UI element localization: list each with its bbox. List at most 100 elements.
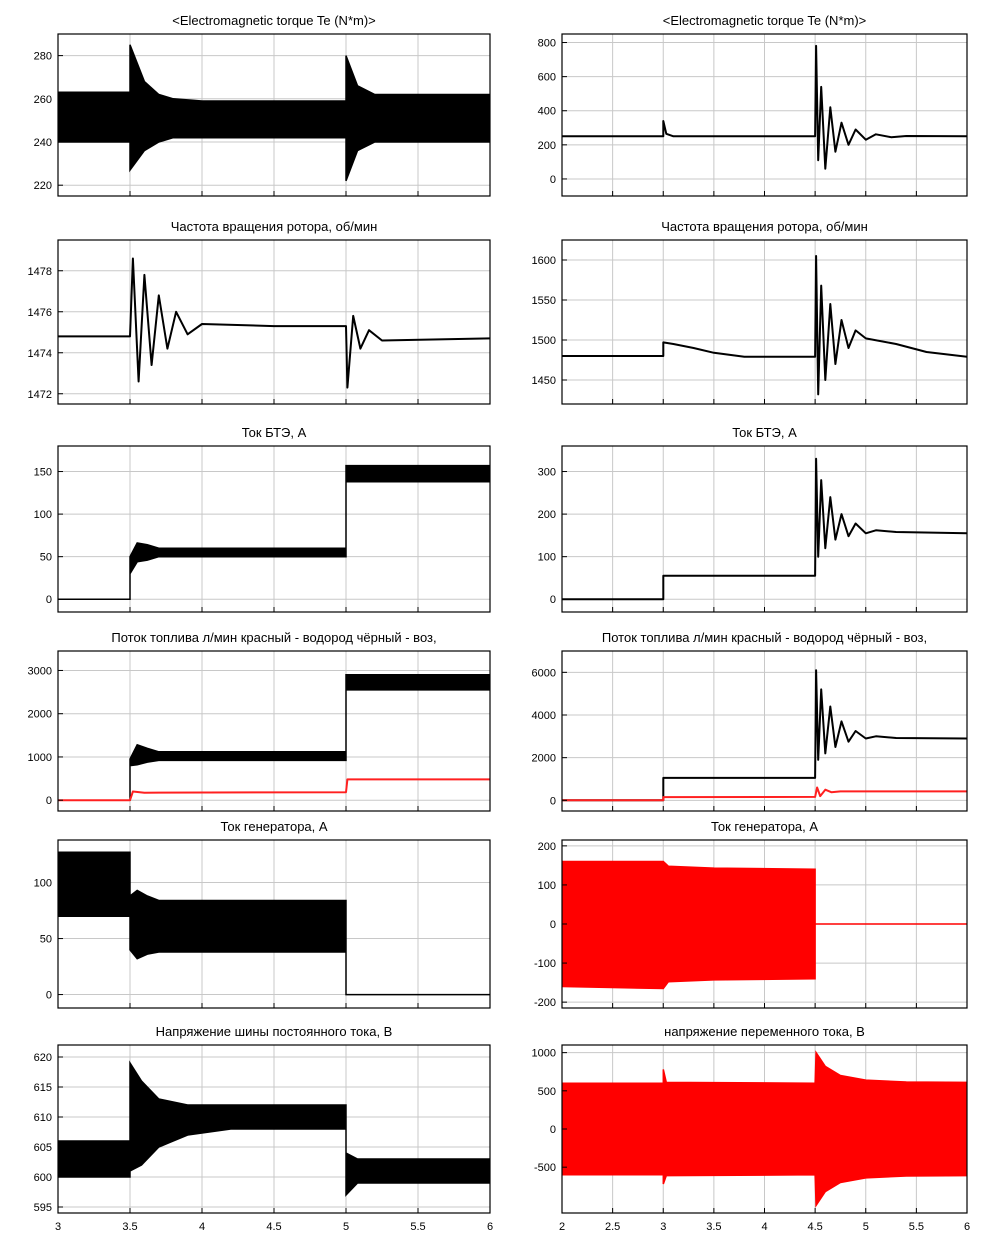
chart-title: Ток БТЭ, А <box>732 425 797 440</box>
y-tick-label: 0 <box>46 594 52 606</box>
chart-title: <Electromagnetic torque Te (N*m)> <box>172 13 376 28</box>
y-tick-label: 100 <box>538 552 556 564</box>
chart-title: напряжение переменного тока, В <box>664 1024 865 1039</box>
series-group <box>562 44 967 170</box>
y-tick-label: 595 <box>34 1202 52 1214</box>
x-tick-label: 5.5 <box>410 1221 425 1233</box>
x-tick-label: 3.5 <box>706 1221 721 1233</box>
x-tick-label: 4 <box>199 1221 205 1233</box>
y-tick-label: 1500 <box>532 335 556 347</box>
y-tick-label: 0 <box>550 1124 556 1136</box>
series-line-0 <box>562 255 967 396</box>
series-band-0 <box>58 674 490 801</box>
chart-panel-l5: 0 50 100 Ток генератора, А <box>34 819 491 1009</box>
y-tick-label: 610 <box>34 1112 52 1124</box>
y-tick-label: 0 <box>46 990 52 1002</box>
y-tick-label: 300 <box>538 467 556 479</box>
y-tick-label: 500 <box>538 1086 556 1098</box>
chart-panel-r4: 0 2000 4000 6000 Поток топлива л/мин красный… <box>532 630 968 812</box>
x-tick-label: 2 <box>559 1221 565 1233</box>
chart-panel-r2: 1450 1500 1550 1600 Частота вращения ротора,… <box>532 219 968 405</box>
series-band-0 <box>58 44 490 182</box>
chart-panel-r5: -200 -100 0 100 200 Ток генератора, А <box>534 819 968 1009</box>
x-tick-label: 5 <box>343 1221 349 1233</box>
y-tick-label: 1476 <box>28 307 52 319</box>
y-tick-label: 600 <box>538 72 556 84</box>
series-band-0 <box>58 851 490 996</box>
chart-panel-r1: 0 200 400 600 800 <Electromagnetic torque Te … <box>538 13 968 197</box>
series-group <box>58 1060 490 1197</box>
series-group <box>562 1050 967 1208</box>
y-tick-label: 240 <box>34 137 52 149</box>
y-tick-label: 800 <box>538 38 556 50</box>
series-line-1 <box>562 786 967 802</box>
y-tick-label: 600 <box>34 1172 52 1184</box>
x-tick-label: 3 <box>55 1221 61 1233</box>
y-tick-label: 150 <box>34 467 52 479</box>
series-line-0 <box>58 257 490 389</box>
x-tick-label: 4.5 <box>807 1221 822 1233</box>
y-tick-label: 605 <box>34 1142 52 1154</box>
x-tick-label: 4 <box>761 1221 767 1233</box>
chart-panel-l4: 0 1000 2000 3000 Поток топлива л/мин красный… <box>28 630 491 812</box>
y-tick-label: -200 <box>534 997 556 1009</box>
x-tick-label: 4.5 <box>266 1221 281 1233</box>
series-group <box>562 457 967 601</box>
y-tick-label: 1600 <box>532 255 556 267</box>
chart-title: <Electromagnetic torque Te (N*m)> <box>663 13 867 28</box>
series-line-0 <box>562 669 967 802</box>
y-tick-label: 0 <box>46 795 52 807</box>
chart-panel-l3: 0 50 100 150 Ток БТЭ, А <box>34 425 491 613</box>
y-tick-label: 100 <box>34 509 52 521</box>
y-tick-label: 1474 <box>28 348 52 360</box>
y-tick-label: 2000 <box>28 709 52 721</box>
y-tick-label: 2000 <box>532 753 556 765</box>
y-tick-label: 400 <box>538 106 556 118</box>
y-tick-label: 0 <box>550 795 556 807</box>
y-tick-label: 1472 <box>28 389 52 401</box>
y-tick-label: 1550 <box>532 295 556 307</box>
series-line-0 <box>562 457 967 601</box>
series-group <box>58 44 490 182</box>
series-band-0 <box>562 1050 967 1208</box>
y-tick-label: 280 <box>34 51 52 63</box>
series-band-0 <box>562 860 967 990</box>
x-tick-label: 5.5 <box>909 1221 924 1233</box>
chart-title: Поток топлива л/мин красный - водород чё… <box>602 630 927 645</box>
y-tick-label: 200 <box>538 841 556 853</box>
y-tick-label: 100 <box>538 880 556 892</box>
y-tick-label: -500 <box>534 1162 556 1174</box>
series-band-0 <box>58 464 490 600</box>
y-tick-label: 1478 <box>28 266 52 278</box>
y-tick-label: 3000 <box>28 665 52 677</box>
y-tick-label: 620 <box>34 1052 52 1064</box>
series-group <box>58 464 490 600</box>
y-tick-label: 200 <box>538 509 556 521</box>
chart-panel-l1: 220 240 260 280 <Electromagnetic torque Te (… <box>34 13 491 197</box>
y-tick-label: 1000 <box>532 1048 556 1060</box>
chart-title: Ток БТЭ, А <box>242 425 307 440</box>
chart-panel-l6: 595 600 605 610 615 620 3 3.5 4 4.5 5 5.5 6 Напряжени… <box>34 1024 493 1233</box>
chart-title: Поток топлива л/мин красный - водород чё… <box>111 630 436 645</box>
series-group <box>562 860 967 990</box>
chart-panel-r3: 0 100 200 300 Ток БТЭ, А <box>538 425 968 613</box>
y-tick-label: 4000 <box>532 710 556 722</box>
series-group <box>58 257 490 389</box>
y-tick-label: 1000 <box>28 752 52 764</box>
chart-panel-r6: -500 0 500 1000 2 2.5 3 3.5 4 4.5 5 5.5 6 напряжение … <box>532 1024 971 1233</box>
y-tick-label: 100 <box>34 878 52 890</box>
x-tick-label: 6 <box>487 1221 493 1233</box>
chart-title: Ток генератора, А <box>220 819 327 834</box>
series-group <box>58 674 490 802</box>
y-tick-label: 0 <box>550 174 556 186</box>
y-tick-label: 260 <box>34 94 52 106</box>
y-tick-label: 0 <box>550 594 556 606</box>
series-line-0 <box>562 44 967 170</box>
x-tick-label: 2.5 <box>605 1221 620 1233</box>
chart-title: Частота вращения ротора, об/мин <box>661 219 868 234</box>
chart-title: Частота вращения ротора, об/мин <box>171 219 378 234</box>
y-tick-label: 50 <box>40 934 52 946</box>
y-tick-label: 0 <box>550 919 556 931</box>
series-group <box>562 255 967 396</box>
